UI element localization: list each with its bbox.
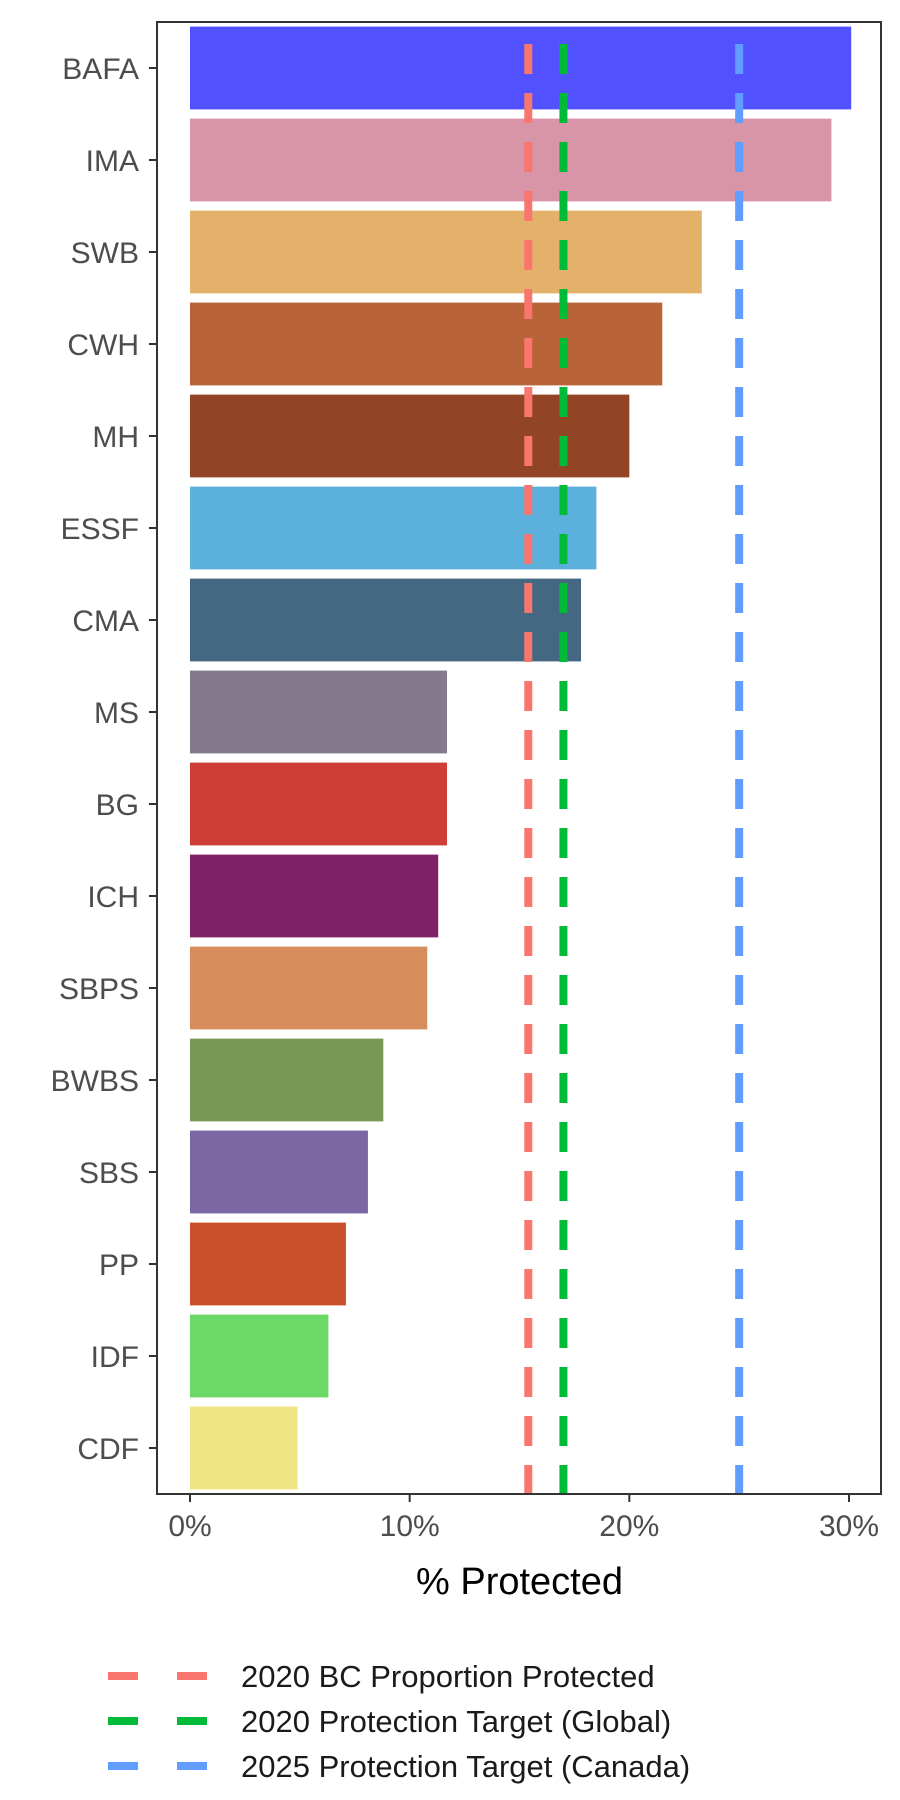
x-axis-title: % Protected [416, 1561, 623, 1603]
x-tick-label-10: 10% [380, 1510, 440, 1543]
y-tick-label-swb: SWB [71, 237, 139, 270]
bar-essf [190, 486, 597, 570]
x-tick-label-30: 30% [819, 1510, 879, 1543]
bar-mh [190, 394, 630, 478]
y-tick-label-cma: CMA [72, 605, 139, 638]
y-tick-label-ich: ICH [87, 881, 139, 914]
y-tick-label-essf: ESSF [61, 513, 139, 546]
y-tick-label-mh: MH [92, 421, 139, 454]
y-tick-label-pp: PP [99, 1249, 139, 1282]
bar-ich [190, 854, 439, 938]
y-axis: BAFA IMA SWB CWH MH ESSF CMA MS BG ICH SBPS BWBS SBS… [51, 53, 157, 1466]
bar-swb [190, 210, 702, 294]
bar-cwh [190, 302, 663, 386]
y-tick-label-bg: BG [96, 789, 139, 822]
plot-panel-border [156, 21, 882, 1495]
bar-sbps [190, 946, 428, 1030]
bar-ima [190, 118, 832, 202]
bar-bg [190, 762, 448, 846]
y-tick-label-idf: IDF [91, 1341, 139, 1374]
bar-bwbs [190, 1038, 384, 1122]
y-tick-label-sbps: SBPS [59, 973, 139, 1006]
bar-idf [190, 1314, 329, 1398]
bar-bafa [190, 26, 852, 110]
x-tick-label-0: 0% [168, 1510, 211, 1543]
y-tick-label-sbs: SBS [79, 1157, 139, 1190]
bar-sbs [190, 1130, 368, 1214]
y-tick-label-cwh: CWH [67, 329, 139, 362]
bar-cdf [190, 1406, 298, 1490]
bars-group [190, 26, 852, 1490]
legend-label-1: 2020 BC Proportion Protected [241, 1659, 655, 1694]
bar-ms [190, 670, 448, 754]
legend-label-3: 2025 Protection Target (Canada) [241, 1749, 690, 1784]
y-tick-label-bafa: BAFA [62, 53, 139, 86]
y-tick-label-ima: IMA [86, 145, 139, 178]
legend-label-2: 2020 Protection Target (Global) [241, 1704, 671, 1739]
x-tick-label-20: 20% [599, 1510, 659, 1543]
bar-cma [190, 578, 582, 662]
y-tick-label-bwbs: BWBS [51, 1065, 139, 1098]
y-tick-label-ms: MS [94, 697, 139, 730]
x-axis: 0% 10% 20% 30% [168, 1494, 879, 1543]
y-tick-label-cdf: CDF [77, 1433, 139, 1466]
legend: 2020 BC Proportion Protected 2020 Protect… [108, 1659, 690, 1784]
bar-pp [190, 1222, 346, 1306]
